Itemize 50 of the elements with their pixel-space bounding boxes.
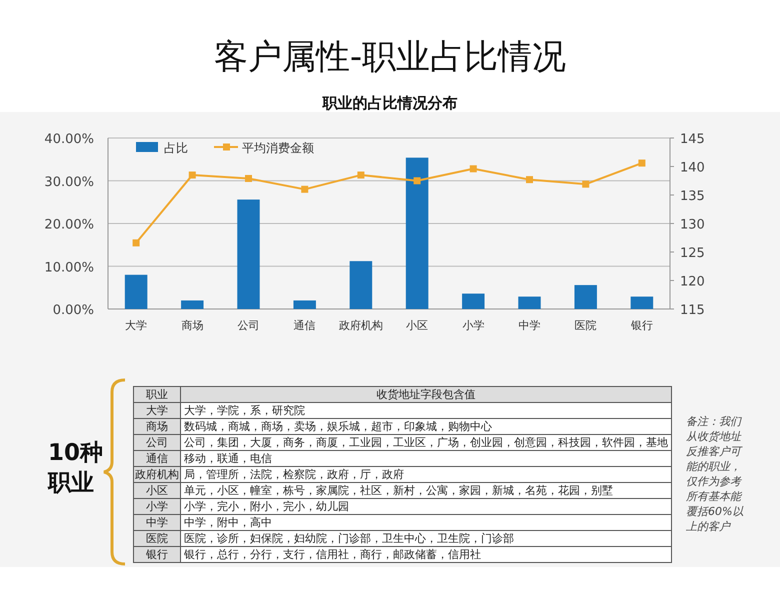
text: 医院，诊所，妇保院，妇幼院，门诊部，卫生中心，卫生院，门诊部: [180, 530, 672, 546]
y-tick-label: 0.00%: [52, 303, 94, 318]
y2-tick-label: 115: [680, 303, 705, 318]
y2-tick-label: 130: [680, 218, 705, 232]
x-tick-label: 医院: [574, 319, 597, 332]
category-label: 商场: [146, 420, 168, 433]
x-tick-label: 小学: [462, 319, 484, 332]
category-label: 通信: [146, 452, 168, 465]
y2-tick-label: 140: [680, 160, 705, 176]
x-tick-label: 中学: [518, 319, 540, 332]
category-label: 医院: [146, 532, 168, 545]
text: 大学，学院，系，研究院: [180, 402, 672, 418]
y-tick-label: 10.00%: [44, 260, 94, 276]
text: 备注：我们从收货地址反推客户可能的职业，仅作为参考所有基本能覆括60%以上的客户: [686, 414, 744, 534]
text: 数码城，商城，商场，卖场，娱乐城，超市，印象城，购物中心: [180, 418, 672, 434]
text: 收货地址字段包含值: [180, 386, 672, 402]
y-tick-label: 20.00%: [44, 218, 94, 232]
y2-tick-label: 135: [680, 189, 705, 204]
y2-tick-label: 120: [680, 274, 705, 290]
category-label: 小区: [146, 484, 168, 497]
y2-tick-label: 125: [680, 246, 705, 261]
chart-subtitle: 职业的占比情况分布: [321, 94, 458, 113]
text: 职业: [134, 386, 180, 402]
category-label: 公司: [146, 436, 168, 449]
category-label: 中学: [146, 516, 168, 529]
text: 局，管理所，法院，检察院，政府，厅，政府: [180, 466, 672, 482]
x-tick-label: 小区: [406, 319, 428, 332]
text: 10种职业: [48, 439, 104, 498]
x-tick-label: 政府机构: [338, 319, 383, 332]
category-label: 政府机构: [135, 468, 179, 481]
x-tick-label: 大学: [125, 319, 148, 332]
category-label: 银行: [146, 548, 168, 561]
text: 中学，附中，高中: [180, 514, 672, 530]
category-label: 小学: [146, 500, 168, 513]
legend-label: 占比: [164, 141, 188, 155]
y-tick-label: 40.00%: [44, 132, 94, 147]
text: 移动，联通，电信: [180, 450, 672, 466]
y2-tick-label: 145: [680, 132, 705, 147]
text: 单元，小区，幢室，栋号，家属院，社区，新村，公寓，家园，新城，名苑，花园，别墅: [180, 482, 672, 498]
x-tick-label: 通信: [294, 319, 316, 332]
legend-label: 平均消费金额: [242, 141, 314, 155]
x-tick-label: 公司: [238, 319, 260, 332]
x-tick-label: 商场: [181, 319, 204, 332]
text: 小学，完小，附小，完小，幼儿园: [180, 498, 672, 514]
y-tick-label: 30.00%: [44, 174, 94, 190]
x-tick-label: 银行: [630, 319, 653, 332]
text: 公司，集团，大厦，商务，商厦，工业园，工业区，广场，创业园，创意园，科技园，软件园，基地: [180, 434, 672, 450]
chart-title: 客户属性-职业占比情况: [212, 36, 568, 79]
category-label: 大学: [146, 404, 168, 417]
text: 银行，总行，分行，支行，信用社，商行，邮政储蓄，信用社: [180, 546, 672, 562]
